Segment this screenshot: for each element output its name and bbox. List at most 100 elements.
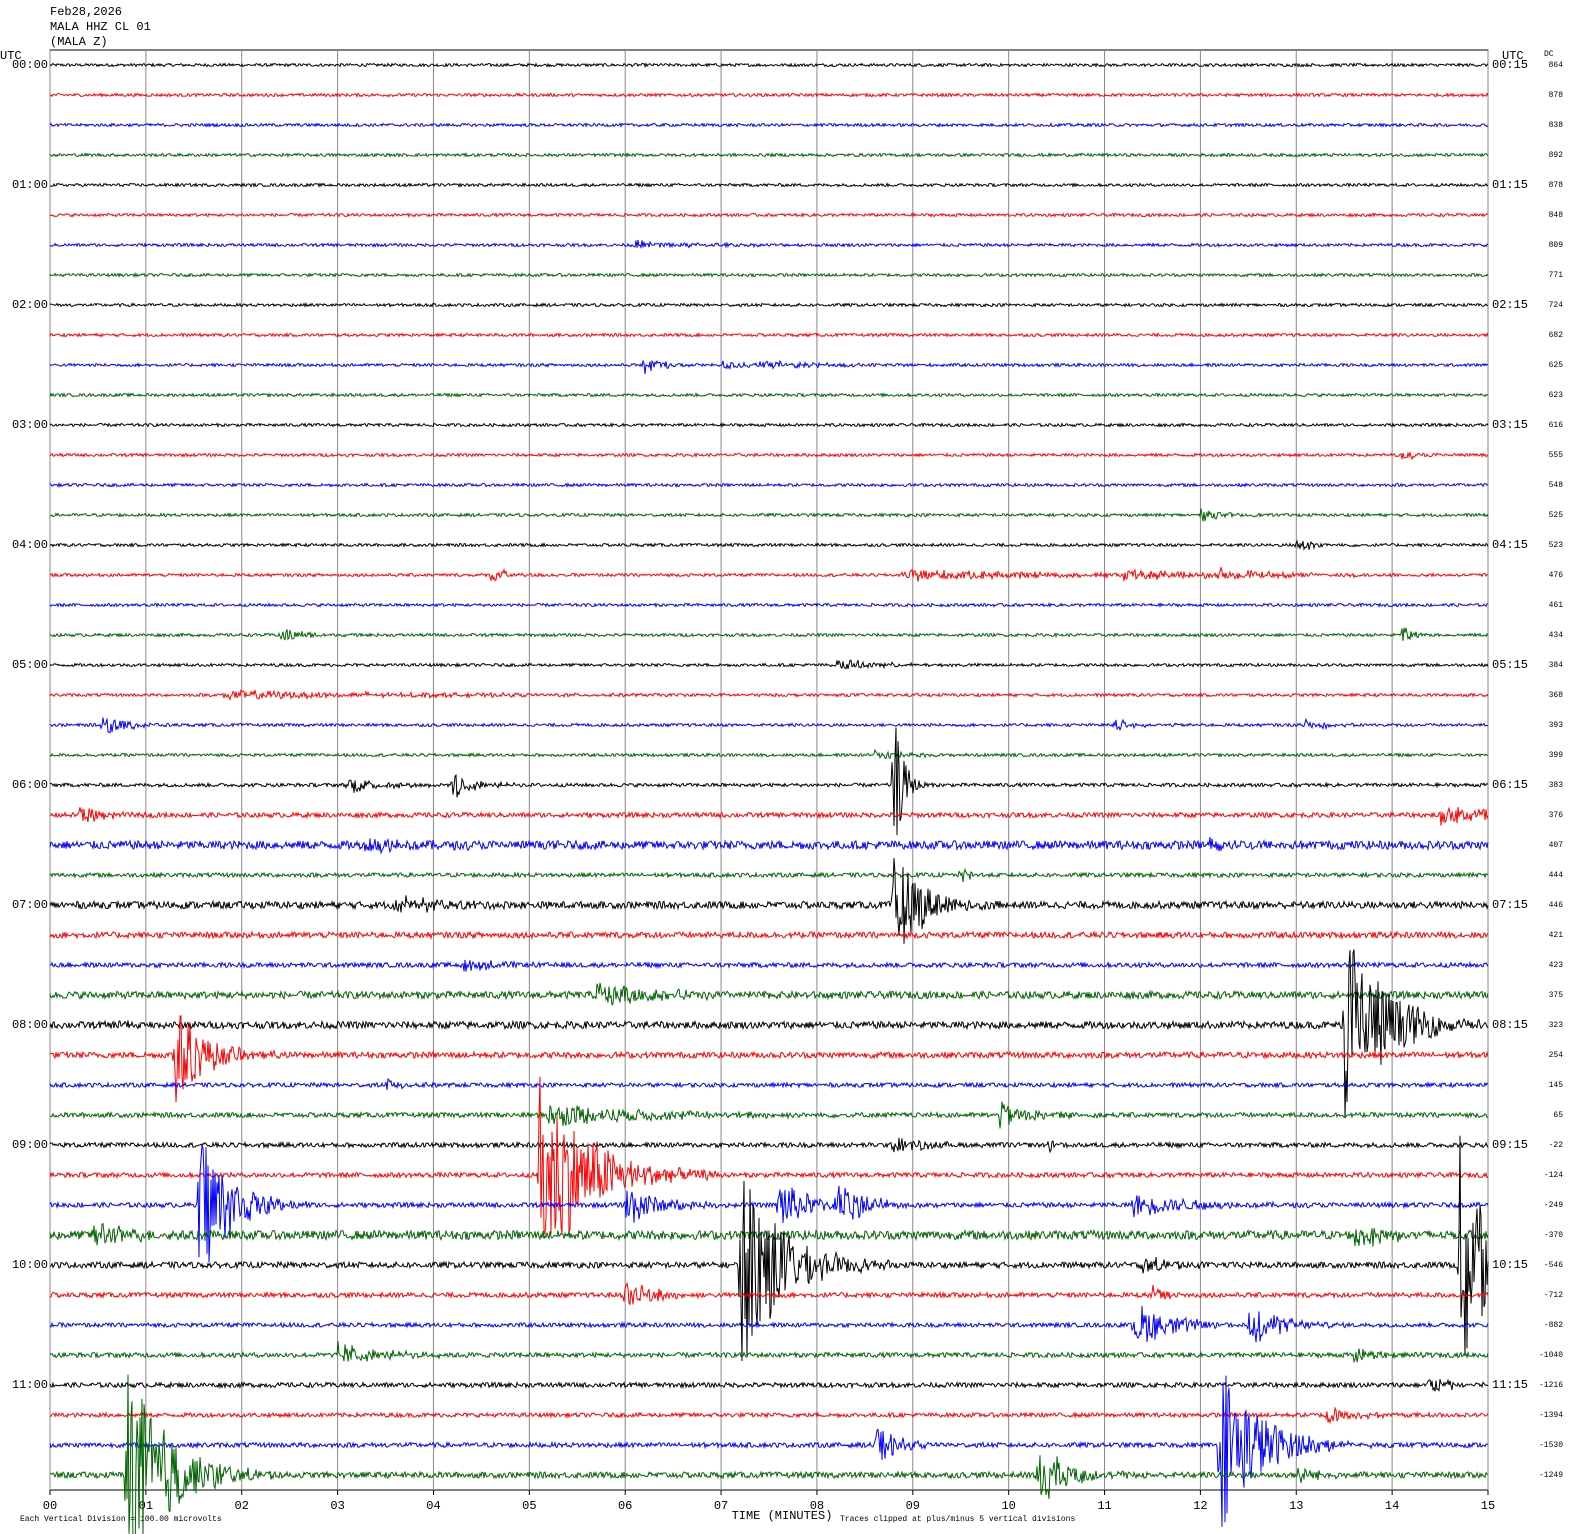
- dc-value: -22: [1549, 1141, 1564, 1150]
- dc-value: -1216: [1539, 1381, 1563, 1390]
- left-time-label: 06:00: [12, 778, 48, 792]
- dc-value: 809: [1549, 241, 1564, 250]
- dc-value: 838: [1549, 121, 1564, 130]
- trace: [49, 331, 1489, 338]
- x-tick-label: 07: [714, 1499, 728, 1513]
- date: Feb28,2026: [50, 5, 122, 19]
- dc-value: 384: [1549, 661, 1564, 670]
- trace: [49, 240, 1489, 250]
- trace: [49, 688, 1489, 701]
- x-tick-label: 00: [43, 1499, 57, 1513]
- x-tick-label: 15: [1481, 1499, 1495, 1513]
- dc-value: 444: [1549, 871, 1564, 880]
- dc-value: 548: [1549, 481, 1564, 490]
- x-tick-label: 14: [1385, 1499, 1399, 1513]
- dc-value: 65: [1553, 1111, 1563, 1120]
- left-time-label: 00:00: [12, 58, 48, 72]
- trace: [49, 727, 1489, 836]
- dc-value: 525: [1549, 511, 1564, 520]
- x-tick-label: 01: [139, 1499, 153, 1513]
- trace: [49, 182, 1489, 188]
- x-axis-label: TIME (MINUTES): [732, 1509, 833, 1523]
- trace: [49, 481, 1489, 488]
- footnote-left: Each Vertical Division = 100.00 microvol…: [20, 1515, 222, 1524]
- station: MALA HHZ CL 01: [50, 20, 151, 34]
- right-time-label: 04:15: [1492, 538, 1528, 552]
- right-time-label: 05:15: [1492, 658, 1528, 672]
- dc-value: -1394: [1539, 1411, 1563, 1420]
- left-time-label: 10:00: [12, 1258, 48, 1272]
- dc-value: 407: [1549, 841, 1564, 850]
- dc-value: 555: [1549, 451, 1564, 460]
- trace: [49, 806, 1489, 826]
- right-axis-title: UTC: [1502, 49, 1524, 63]
- right-time-label: 08:15: [1492, 1018, 1528, 1032]
- right-time-label: 00:15: [1492, 58, 1528, 72]
- dc-value: 421: [1549, 931, 1564, 940]
- trace: [49, 1135, 1489, 1362]
- right-time-label: 11:15: [1492, 1378, 1528, 1392]
- right-time-label: 10:15: [1492, 1258, 1528, 1272]
- dc-value: 476: [1549, 571, 1564, 580]
- trace: [49, 92, 1489, 98]
- trace: [49, 1375, 1489, 1527]
- trace: [49, 359, 1489, 375]
- dc-value: 616: [1549, 421, 1564, 430]
- left-time-label: 11:00: [12, 1378, 48, 1392]
- left-time-label: 09:00: [12, 1138, 48, 1152]
- left-time-label: 02:00: [12, 298, 48, 312]
- dc-value: 376: [1549, 811, 1564, 820]
- trace: [49, 392, 1489, 398]
- trace: [49, 949, 1489, 1119]
- component: (MALA Z): [50, 35, 108, 49]
- trace: [49, 602, 1489, 608]
- x-tick-label: 09: [906, 1499, 920, 1513]
- trace: [49, 1374, 1489, 1534]
- trace: [49, 1076, 1489, 1236]
- x-tick-label: 12: [1193, 1499, 1207, 1513]
- trace: [49, 627, 1489, 641]
- x-tick-label: 04: [426, 1499, 440, 1513]
- trace: [49, 959, 1489, 972]
- trace: [49, 1281, 1489, 1306]
- trace: [49, 1305, 1489, 1343]
- dc-title: DC: [1544, 50, 1554, 59]
- trace: [49, 1077, 1489, 1091]
- trace: [49, 508, 1489, 522]
- left-time-label: 04:00: [12, 538, 48, 552]
- dc-value: 771: [1549, 271, 1564, 280]
- right-time-label: 06:15: [1492, 778, 1528, 792]
- trace: [49, 982, 1489, 1006]
- dc-value: -882: [1544, 1321, 1563, 1330]
- x-tick-label: 10: [1001, 1499, 1015, 1513]
- trace: [49, 422, 1489, 428]
- x-tick-label: 03: [330, 1499, 344, 1513]
- left-axis-title: UTC: [0, 49, 22, 63]
- x-tick-label: 02: [235, 1499, 249, 1513]
- right-time-label: 02:15: [1492, 298, 1528, 312]
- x-tick-label: 13: [1289, 1499, 1303, 1513]
- dc-value: -546: [1544, 1261, 1563, 1270]
- trace: [49, 62, 1489, 69]
- trace: [49, 539, 1489, 551]
- left-time-label: 07:00: [12, 898, 48, 912]
- trace: [49, 122, 1489, 128]
- trace: [49, 857, 1489, 944]
- dc-value: -249: [1544, 1201, 1563, 1210]
- dc-value: 724: [1549, 301, 1564, 310]
- dc-value: 423: [1549, 961, 1564, 970]
- dc-value: 682: [1549, 331, 1564, 340]
- dc-value: 383: [1549, 781, 1564, 790]
- trace: [49, 659, 1489, 670]
- dc-value: 523: [1549, 541, 1564, 550]
- dc-value: 461: [1549, 601, 1564, 610]
- x-tick-label: 11: [1097, 1499, 1111, 1513]
- x-tick-label: 06: [618, 1499, 632, 1513]
- x-tick-label: 05: [522, 1499, 536, 1513]
- trace: [49, 1101, 1488, 1129]
- trace: [49, 1378, 1489, 1392]
- right-time-label: 09:15: [1492, 1138, 1528, 1152]
- dc-value: 625: [1549, 361, 1564, 370]
- left-time-label: 01:00: [12, 178, 48, 192]
- dc-value: 848: [1549, 211, 1564, 220]
